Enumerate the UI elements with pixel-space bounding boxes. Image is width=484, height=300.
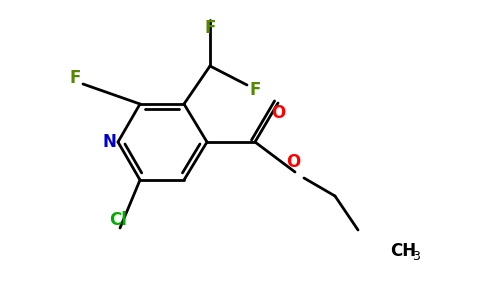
Text: 3: 3 bbox=[412, 250, 420, 263]
Text: F: F bbox=[69, 69, 81, 87]
Text: O: O bbox=[271, 104, 285, 122]
Text: N: N bbox=[102, 133, 116, 151]
Text: Cl: Cl bbox=[109, 211, 127, 229]
Text: F: F bbox=[204, 19, 216, 37]
Text: F: F bbox=[249, 81, 261, 99]
Text: CH: CH bbox=[390, 242, 416, 260]
Text: O: O bbox=[286, 153, 300, 171]
